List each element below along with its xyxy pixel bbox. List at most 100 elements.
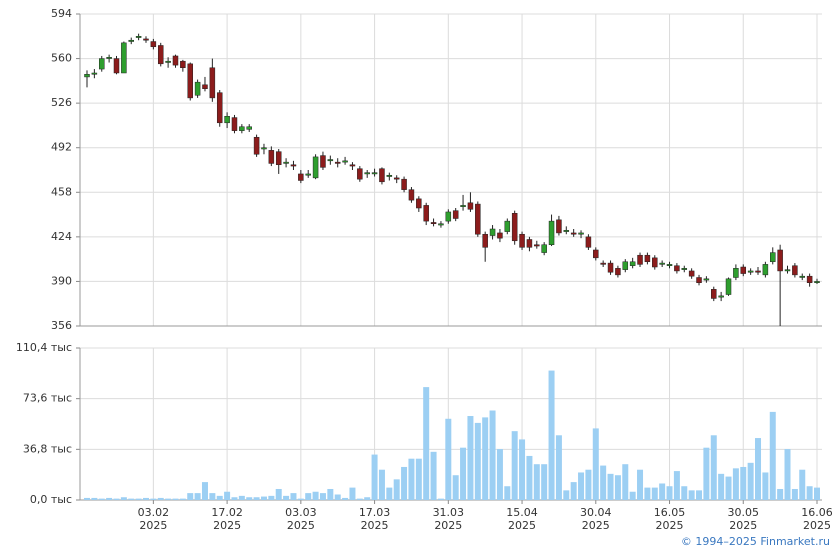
candle-body — [475, 203, 481, 235]
y-tick-label: 0,0 тыс — [30, 493, 72, 506]
candle-body — [711, 289, 717, 299]
volume-bar — [260, 496, 267, 500]
candle-body — [298, 173, 304, 181]
candle-body — [408, 189, 415, 201]
candle-body — [541, 244, 547, 253]
volume-bar — [585, 469, 592, 500]
candle-body — [504, 220, 511, 232]
volume-bar — [209, 493, 216, 500]
x-tick-label-line: 2025 — [508, 519, 536, 532]
candle-body — [106, 57, 112, 59]
candle-body — [629, 261, 636, 266]
candle-body — [666, 264, 673, 266]
volume-bar — [511, 431, 518, 500]
volume-bar — [696, 490, 703, 500]
candle-body — [364, 172, 370, 175]
candle-body — [489, 228, 496, 236]
candle-body — [696, 277, 702, 283]
candle-body — [246, 126, 252, 130]
volume-bar — [460, 447, 467, 500]
volume-bar — [747, 462, 754, 500]
y-tick-label: 492 — [51, 141, 72, 154]
volume-bar — [423, 387, 430, 500]
x-tick-label-line: 17.02 — [211, 506, 243, 519]
volume-bar — [349, 487, 356, 500]
volume-bar — [688, 490, 695, 500]
volume-bar — [415, 458, 422, 500]
volume-bar — [135, 498, 142, 500]
volume-bar — [614, 475, 621, 500]
candle-body — [770, 252, 776, 263]
candle-body — [386, 174, 393, 177]
x-tick-label: 16.05 2025 — [654, 506, 686, 532]
candle-body — [799, 275, 806, 278]
candle-body — [784, 269, 791, 272]
x-tick-label-line: 16.06 — [801, 506, 833, 519]
candle-body — [607, 262, 614, 273]
x-tick-label-line: 03.03 — [285, 506, 317, 519]
candle-body — [135, 36, 142, 38]
volume-bar — [762, 472, 769, 500]
volume-bar — [231, 497, 238, 500]
volume-bar — [290, 493, 297, 500]
volume-bar — [592, 428, 599, 500]
candle-body — [585, 236, 592, 248]
volume-bar — [142, 497, 149, 500]
candle-body — [98, 58, 105, 70]
candle-body — [312, 156, 319, 179]
volume-bar — [128, 498, 135, 500]
candle-body — [253, 136, 260, 155]
volume-bar — [703, 447, 710, 500]
candle-body — [128, 39, 134, 42]
x-tick-label-line: 30.05 — [728, 506, 760, 519]
candle-body — [371, 172, 378, 175]
volume-bar — [113, 498, 120, 500]
volume-bar — [629, 491, 636, 500]
volume-bar — [607, 473, 614, 500]
volume-bar — [283, 495, 290, 500]
candle-body — [357, 168, 363, 180]
volume-bar — [563, 490, 570, 500]
volume-bar — [378, 469, 385, 500]
volume-bar — [165, 498, 172, 500]
volume-bar — [777, 488, 784, 500]
candle-body — [320, 155, 326, 168]
y-tick-label: 458 — [51, 185, 72, 198]
candle-body — [84, 74, 90, 78]
candle-body — [268, 150, 275, 164]
candle-body — [688, 270, 695, 277]
volume-bar — [555, 435, 562, 500]
volume-bar — [253, 497, 260, 500]
volume-bar — [437, 498, 444, 500]
volume-bar — [541, 464, 548, 500]
candle-body — [570, 232, 577, 235]
volume-bar — [194, 493, 201, 500]
volume-bar — [393, 479, 400, 500]
volume-bar — [651, 487, 658, 500]
volume-bar — [356, 498, 363, 500]
volume-bar — [224, 491, 231, 500]
candle-body — [91, 72, 98, 75]
candle-body — [718, 295, 724, 298]
volume-bar — [305, 493, 312, 500]
volume-bar — [401, 466, 408, 500]
volume-bar — [327, 488, 334, 500]
candle-body — [703, 278, 710, 281]
volume-bar — [84, 497, 90, 500]
candle-body — [342, 160, 348, 163]
candle-body — [600, 262, 606, 265]
x-tick-label-line: 2025 — [361, 519, 389, 532]
volume-bar — [216, 495, 223, 500]
volume-bar — [91, 497, 98, 500]
x-tick-label-line: 30.04 — [580, 506, 612, 519]
volume-bar — [246, 497, 253, 500]
y-tick-label: 73,6 тыс — [23, 392, 72, 405]
volume-bar — [268, 495, 275, 500]
candle-body — [224, 116, 230, 124]
candle-body — [275, 151, 282, 166]
volume-bar — [364, 497, 371, 500]
volume-bar — [637, 469, 644, 500]
candle-body — [261, 147, 267, 150]
volume-bar — [275, 488, 282, 500]
